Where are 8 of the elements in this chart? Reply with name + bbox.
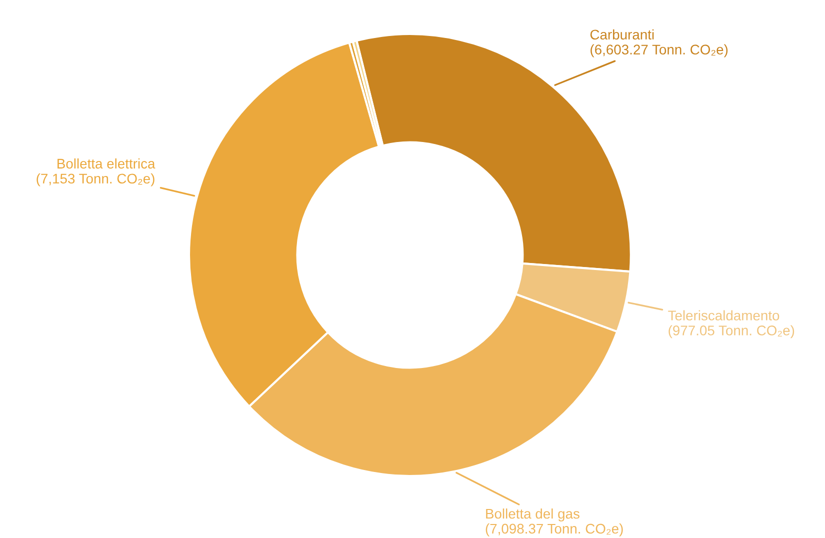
slice-label: Teleriscaldamento <box>668 310 780 320</box>
data-label: (977.05 Tonn. CO₂e) <box>668 325 794 338</box>
slice-label: Carburanti <box>590 29 654 40</box>
data-label: (7,153 Tonn. CO₂e) <box>36 173 154 186</box>
slice-label: Bolletta elettrica <box>58 158 156 169</box>
slice-label: Bolletta del gas <box>486 508 580 522</box>
data-label: (7,098.37 Tonn. CO₂e) <box>486 523 623 536</box>
data-label: (6,603.27 Tonn. CO₂e) <box>590 44 728 58</box>
